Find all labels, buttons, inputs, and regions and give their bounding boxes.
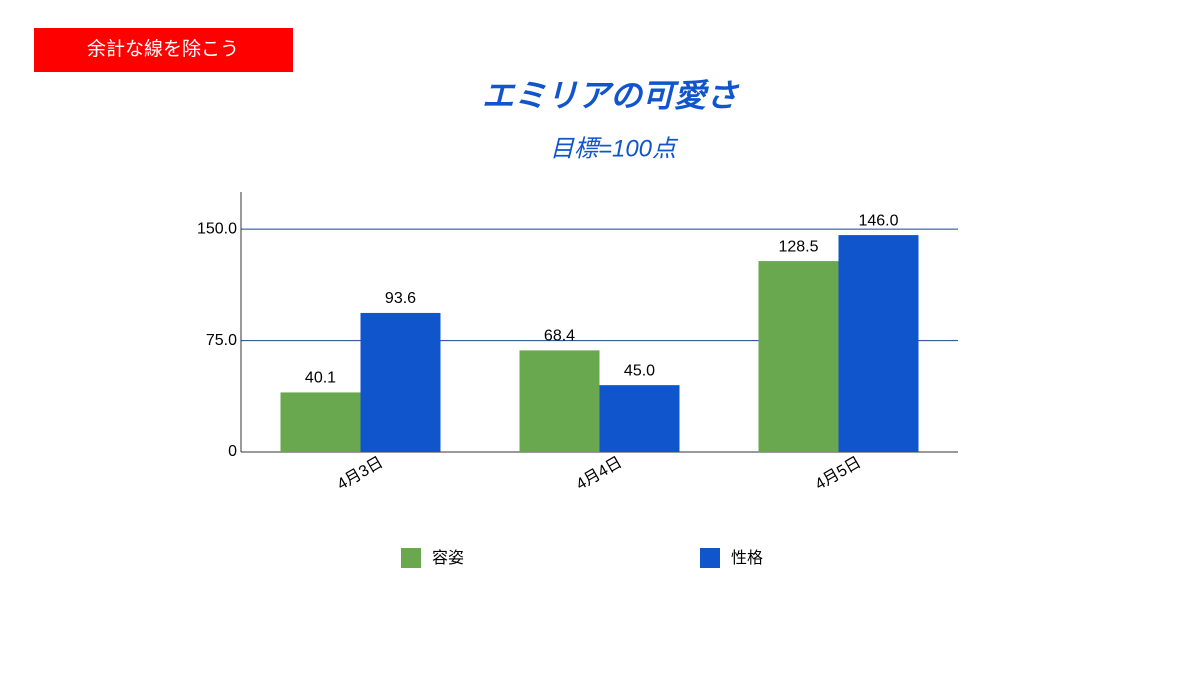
legend-swatch <box>700 548 720 568</box>
bar <box>360 312 441 452</box>
bar <box>838 235 919 452</box>
value-label: 45.0 <box>624 362 655 379</box>
value-label: 93.6 <box>385 290 416 307</box>
y-tick-label: 150.0 <box>197 220 237 237</box>
annotation: 余計な線を除こう <box>87 38 239 60</box>
bar <box>599 385 680 452</box>
legend-swatch <box>401 548 421 568</box>
chart-title: エミリアの可愛さ <box>482 77 740 113</box>
x-tick-label: 4月3日 <box>335 454 387 494</box>
bar <box>758 261 839 452</box>
value-label: 40.1 <box>305 370 336 387</box>
y-tick-label: 0 <box>228 443 237 460</box>
legend-label: 容姿 <box>432 549 464 567</box>
x-tick-label: 4月4日 <box>574 454 626 494</box>
bar <box>280 392 361 452</box>
bar <box>519 350 600 452</box>
value-label: 146.0 <box>858 212 898 229</box>
annotation-badge <box>34 28 293 72</box>
y-tick-label: 75.0 <box>206 332 237 349</box>
value-label: 68.4 <box>544 328 575 345</box>
chart-subtitle: 目標=100点 <box>550 135 679 162</box>
legend-label: 性格 <box>731 549 763 567</box>
x-tick-label: 4月5日 <box>813 454 865 494</box>
value-label: 128.5 <box>778 238 818 255</box>
